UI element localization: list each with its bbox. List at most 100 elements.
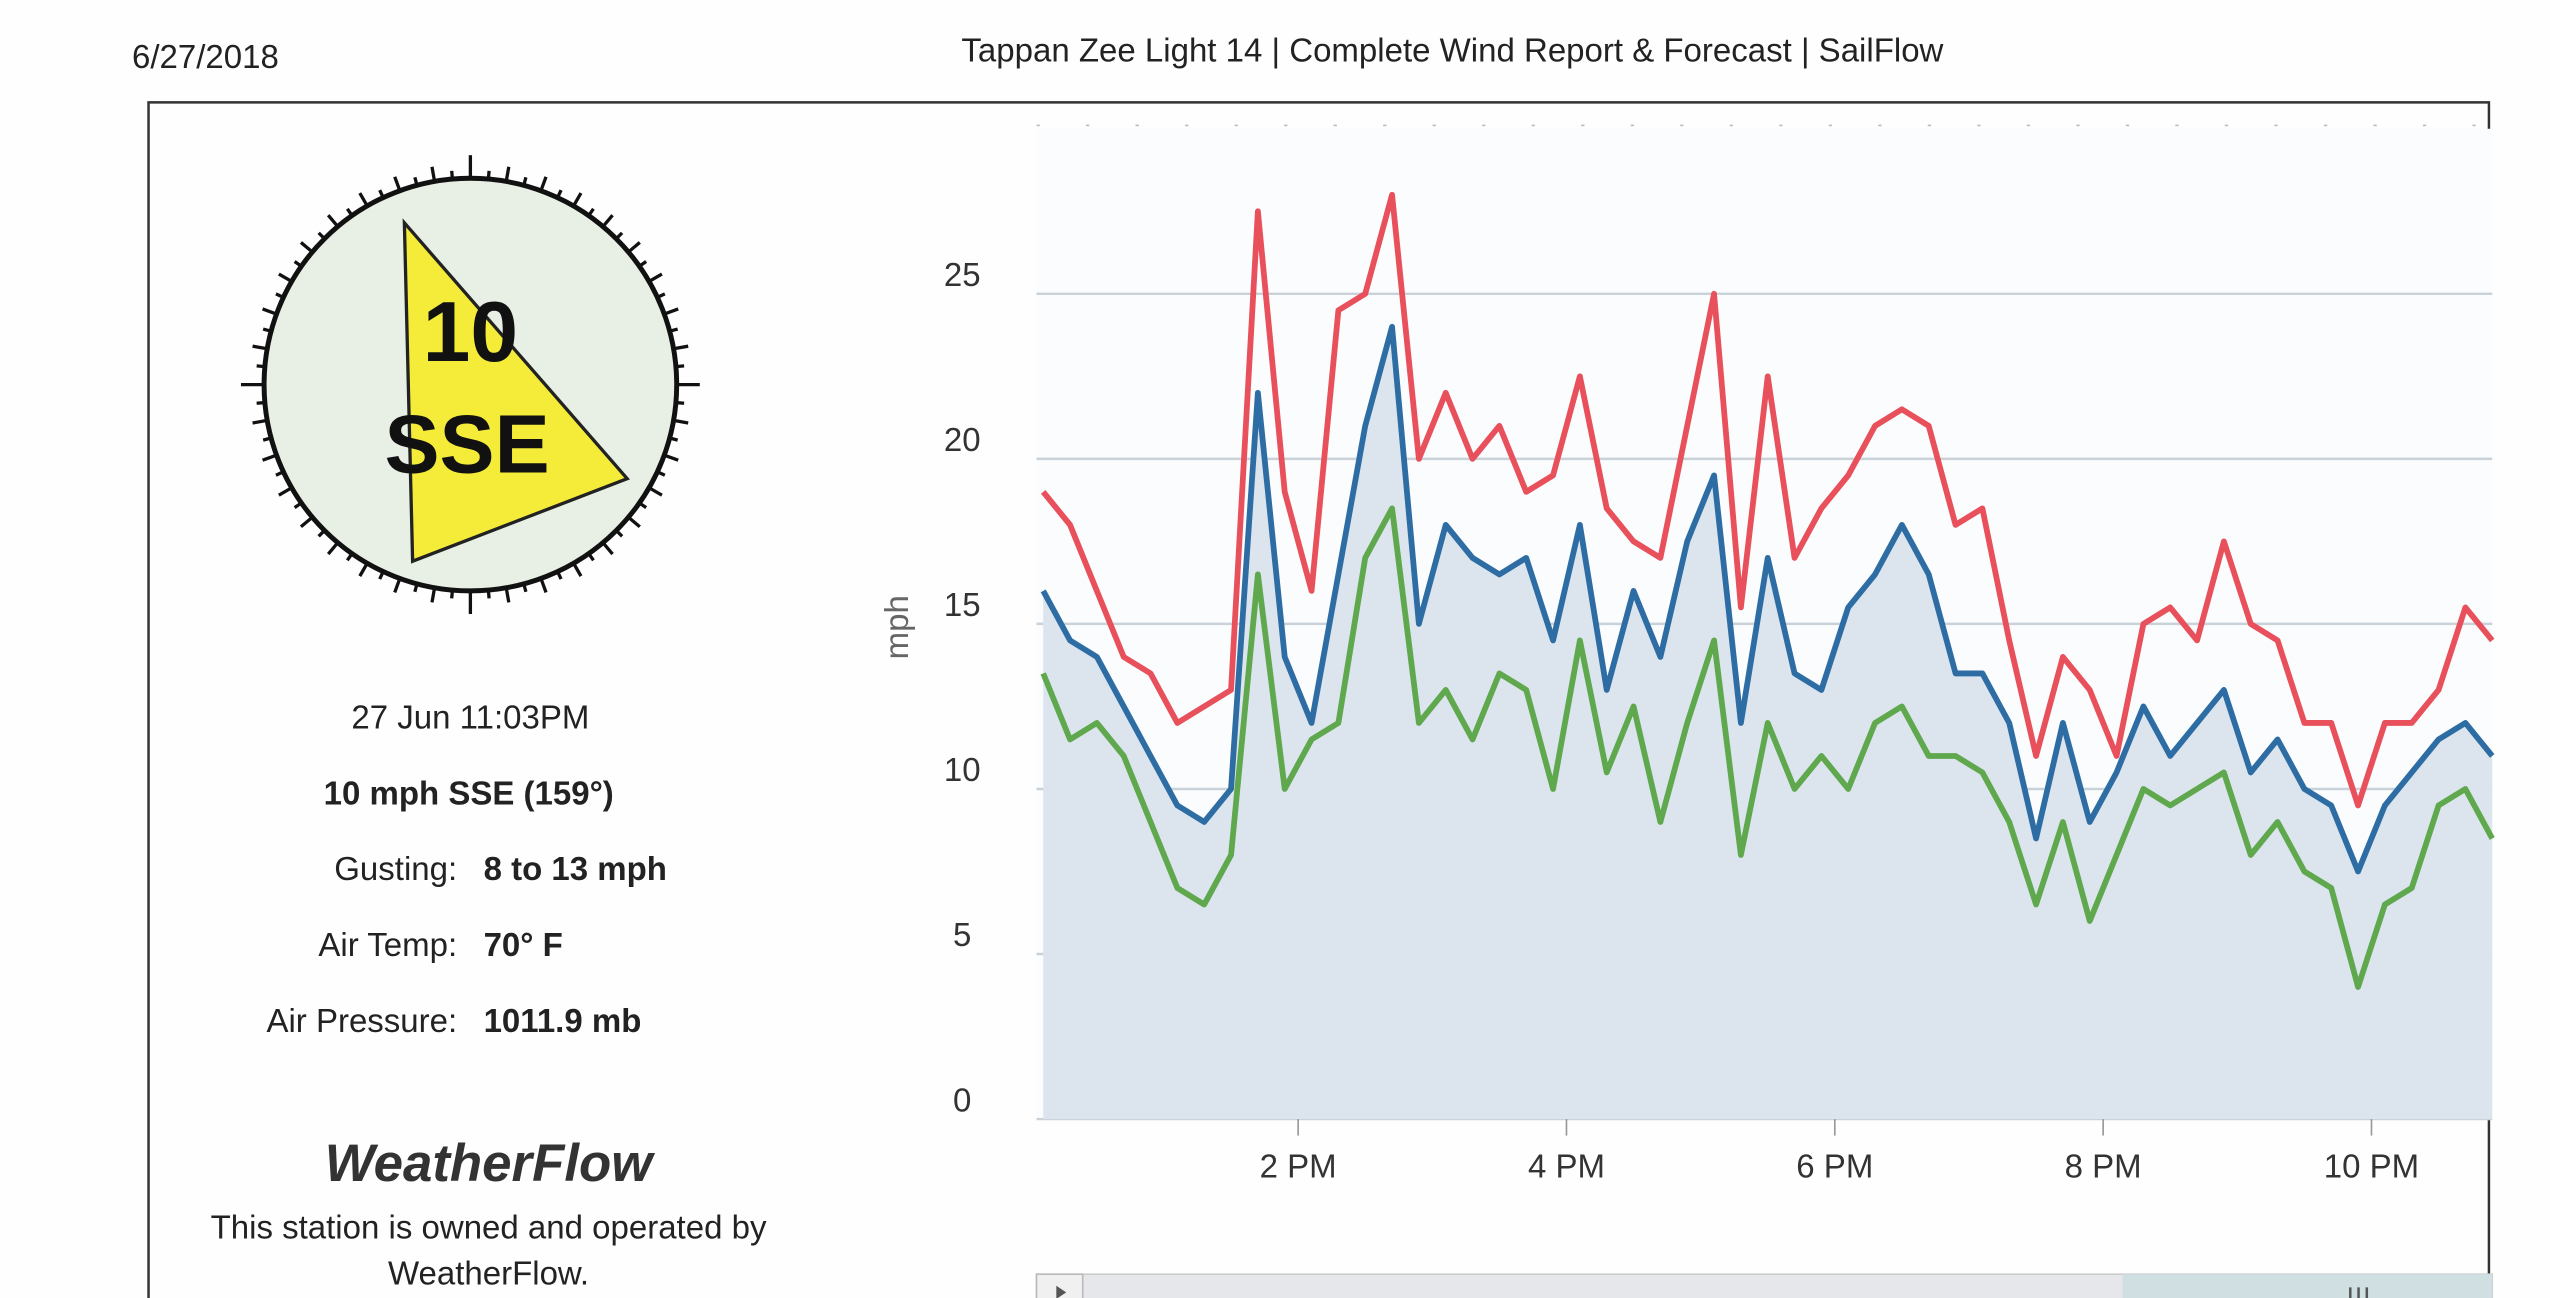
compass-tick	[252, 344, 268, 351]
compass-tick	[378, 189, 385, 199]
compass-tick	[539, 176, 548, 192]
row-label: Gusting:	[334, 850, 457, 887]
compass-tick	[262, 436, 272, 442]
compass-tick	[261, 453, 278, 462]
compass-tick	[275, 470, 285, 477]
arrow-icon	[1056, 1285, 1067, 1298]
y-tick-label: 0	[953, 1081, 971, 1118]
row-value: 70° F	[484, 926, 563, 963]
wind-speed: 10	[423, 284, 518, 380]
compass-tick	[648, 272, 663, 283]
x-tick-label: 8 PM	[2065, 1147, 2142, 1184]
compass-tick	[293, 260, 303, 268]
y-tick-label: 10	[944, 751, 981, 788]
wind-direction: SSE	[385, 398, 550, 490]
scroll-left[interactable]	[1035, 1273, 1084, 1298]
compass-tick	[430, 166, 437, 182]
compass-tick	[504, 166, 511, 182]
compass-tick	[663, 307, 679, 316]
scroll-thumb[interactable]	[2122, 1274, 2493, 1298]
row-label: Air Pressure:	[266, 1002, 457, 1039]
x-tick-label: 4 PM	[1528, 1147, 1605, 1184]
row-value: 8 to 13 mph	[484, 850, 667, 887]
compass-tick	[522, 176, 528, 186]
compass-tick	[601, 214, 614, 228]
compass-tick	[486, 170, 491, 180]
compass-tick	[275, 292, 285, 299]
compass-tick	[299, 241, 314, 254]
compass-tick	[638, 501, 648, 510]
compass-tick	[345, 207, 354, 217]
compass-tick	[358, 562, 369, 577]
compass-tick	[450, 589, 455, 599]
compass-tick	[504, 587, 511, 603]
chart: 0 5 10 15 20 25 2 PM 4 PM 6 PM 8 PM 10 PM	[944, 128, 2495, 1184]
owner-note: This station is owned and operated by	[211, 1208, 767, 1245]
compass-tick	[262, 327, 272, 333]
compass-tick	[278, 272, 293, 283]
row-label: Air Temp:	[318, 926, 457, 963]
compass-tick	[627, 241, 641, 254]
compass-tick	[669, 327, 679, 333]
compass-tick	[539, 577, 548, 593]
compass-tick	[673, 344, 689, 351]
compass-tick	[522, 583, 528, 593]
y-axis-label: mph	[878, 595, 915, 659]
y-tick-label: 5	[953, 916, 971, 953]
compass-tick	[317, 529, 326, 538]
x-tick-label: 10 PM	[2324, 1147, 2419, 1184]
date: 6/27/2018	[132, 38, 279, 75]
grip-icon	[2349, 1287, 2369, 1298]
compass-tick	[413, 176, 419, 186]
compass-tick	[556, 570, 563, 580]
compass-tick	[615, 529, 624, 538]
y-tick-label: 20	[944, 421, 981, 458]
y-tick-label: 25	[944, 256, 981, 293]
logo: WeatherFlow	[325, 1134, 656, 1193]
compass-tick	[345, 552, 354, 562]
x-tick-label: 2 PM	[1260, 1147, 1337, 1184]
compass-tick	[601, 541, 614, 556]
y-tick-label: 15	[944, 586, 981, 623]
compass-tick	[326, 214, 340, 228]
compass-tick	[556, 189, 563, 199]
compass-tick	[317, 231, 326, 240]
compass-tick	[261, 307, 278, 316]
compass-ticks	[240, 155, 700, 615]
compass-tick	[299, 515, 314, 529]
compass-tick	[675, 400, 685, 405]
compass-tick	[615, 231, 624, 240]
direction-arrow	[402, 218, 630, 564]
x-tick-label: 6 PM	[1796, 1147, 1873, 1184]
row-value: 1011.9 mb	[484, 1002, 642, 1039]
compass-tick	[627, 515, 641, 529]
series-line	[1040, 191, 2495, 809]
compass-tick	[587, 552, 595, 562]
compass-tick	[252, 418, 268, 425]
compass-tick	[486, 589, 491, 599]
series-line	[1040, 505, 2495, 990]
compass-tick	[256, 400, 266, 405]
compass-tick	[663, 453, 679, 462]
compass-tick	[278, 486, 293, 497]
compass-tick	[293, 501, 303, 510]
compass-tick	[587, 207, 595, 217]
compass-tick	[326, 541, 340, 556]
page-title: Tappan Zee Light 14 | Complete Wind Repo…	[961, 32, 1943, 69]
compass-tick	[656, 292, 666, 299]
obs-time: 27 Jun 11:03PM	[351, 698, 589, 735]
owner-note: WeatherFlow.	[388, 1255, 589, 1292]
scrollbar[interactable]	[1035, 1273, 2494, 1298]
compass-tick	[450, 170, 455, 180]
compass-tick	[378, 570, 385, 580]
compass-tick	[669, 436, 679, 442]
obs-summary: 10 mph SSE (159°)	[324, 774, 614, 811]
series-line	[1040, 323, 2495, 875]
compass-tick	[393, 176, 402, 192]
compass-tick	[358, 192, 369, 207]
compass-tick	[656, 470, 666, 477]
compass-tick	[572, 562, 583, 577]
compass: 10 SSE	[240, 155, 700, 615]
